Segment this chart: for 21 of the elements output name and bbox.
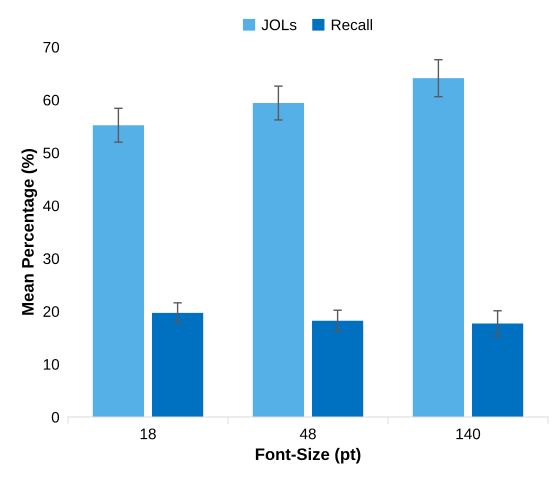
y-tick-label: 70 [43, 42, 60, 53]
y-tick-label: 10 [44, 359, 60, 370]
y-tick-label: 60 [43, 94, 60, 106]
y-tick-label: 20 [43, 306, 60, 317]
y-axis-title: Mean Percentage (%) [22, 149, 38, 315]
bar [312, 320, 364, 417]
x-tick-label: 18 [140, 428, 156, 440]
y-tick-label: 40 [43, 200, 60, 212]
y-tick-label: 30 [43, 253, 60, 264]
bar [152, 312, 204, 417]
x-tick-label: 140 [456, 428, 480, 440]
bar [412, 78, 464, 417]
x-tick-label: 48 [300, 428, 316, 440]
bar [92, 125, 144, 417]
legend-label: Recall [332, 19, 372, 30]
bar [252, 103, 304, 417]
y-tick-label: 50 [43, 148, 60, 158]
y-tick-label: 0 [52, 412, 60, 423]
bar [472, 323, 524, 417]
legend-label: JOLs [262, 19, 296, 30]
x-axis-title: Font-Size (pt) [256, 448, 360, 464]
